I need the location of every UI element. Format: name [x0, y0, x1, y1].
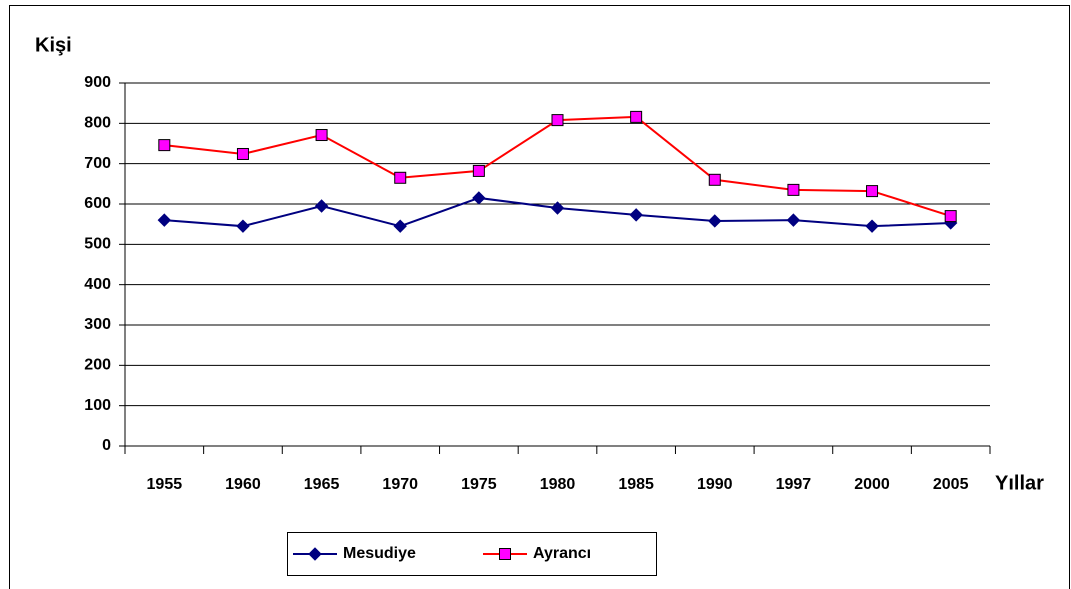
data-point — [393, 219, 407, 233]
data-point — [315, 129, 328, 142]
x-tick-label: 1975 — [461, 476, 497, 493]
x-tick-label: 1955 — [147, 476, 183, 493]
x-tick-label: 1985 — [618, 476, 654, 493]
data-point — [708, 214, 722, 228]
y-tick-label: 900 — [84, 74, 111, 91]
y-tick-label: 400 — [84, 276, 111, 293]
data-point — [866, 185, 879, 198]
x-tick-label: 1970 — [382, 476, 418, 493]
x-tick-label: 1990 — [697, 476, 733, 493]
x-tick-label: 1980 — [540, 476, 576, 493]
data-point — [472, 191, 486, 205]
data-point — [708, 173, 721, 186]
legend-marker — [308, 547, 322, 561]
legend-marker — [499, 548, 511, 560]
y-tick-label: 100 — [84, 397, 111, 414]
data-point — [472, 164, 485, 177]
data-point — [787, 183, 800, 196]
x-axis-title: Yıllar — [995, 472, 1044, 494]
legend-label: Mesudiye — [343, 545, 416, 562]
y-tick-label: 200 — [84, 357, 111, 374]
frame — [9, 5, 1070, 589]
x-tick-label: 1965 — [304, 476, 340, 493]
data-point — [865, 219, 879, 233]
y-tick-label: 800 — [84, 115, 111, 132]
legend-label: Ayrancı — [533, 545, 591, 562]
x-tick-label: 1997 — [776, 476, 812, 493]
data-point — [236, 147, 249, 160]
x-tick-label: 2005 — [933, 476, 969, 493]
y-tick-label: 300 — [84, 316, 111, 333]
data-point — [629, 208, 643, 222]
data-point — [394, 171, 407, 184]
data-point — [630, 110, 643, 123]
y-axis-title: Kişi — [35, 34, 72, 56]
y-tick-label: 0 — [102, 437, 111, 454]
y-tick-label: 700 — [84, 155, 111, 172]
x-tick-label: 2000 — [854, 476, 890, 493]
data-point — [158, 139, 171, 152]
data-point — [236, 219, 250, 233]
y-tick-label: 500 — [84, 236, 111, 253]
y-tick-label: 600 — [84, 195, 111, 212]
data-point — [314, 199, 329, 213]
x-tick-label: 1960 — [225, 476, 261, 493]
data-point — [551, 114, 564, 127]
legend — [287, 532, 657, 576]
data-point — [786, 213, 801, 227]
data-point — [944, 210, 957, 223]
data-point — [550, 201, 565, 215]
series-line — [164, 115, 951, 218]
data-point — [157, 213, 172, 227]
